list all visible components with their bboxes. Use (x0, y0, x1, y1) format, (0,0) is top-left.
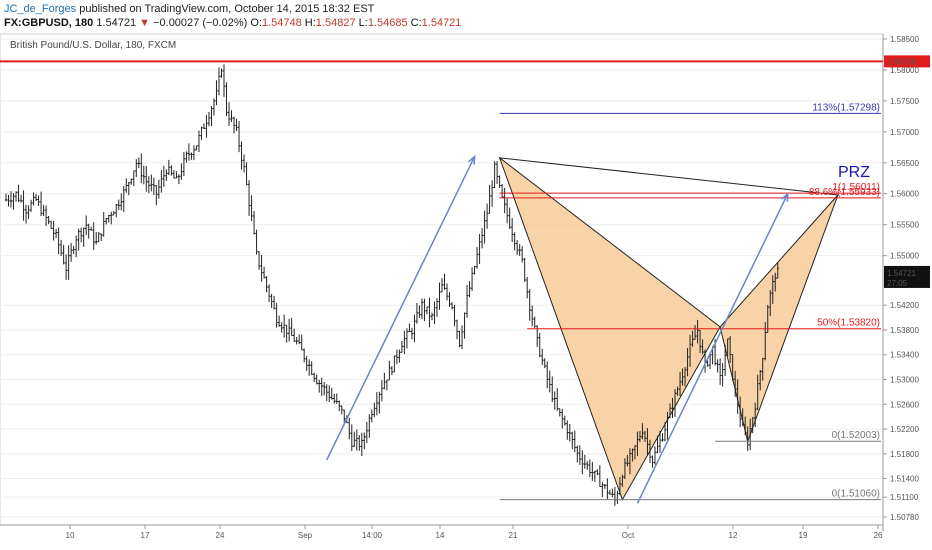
high-value: 1.54827 (315, 17, 356, 29)
y-tick-label: 1.57000 (890, 128, 919, 137)
fib-level-label: 50%(1.53820) (817, 318, 880, 329)
close-value: 1.54721 (421, 17, 462, 29)
fib-levels[interactable]: 113%(1.57298) 88.6%(1.55933)1(1.56011) 50%… (499, 102, 881, 501)
y-tick-label: 1.53800 (890, 326, 919, 335)
y-tick-label: 1.52200 (890, 425, 919, 434)
pattern-bcd-triangle (719, 194, 839, 444)
x-tick-label: Sep (298, 531, 313, 540)
y-tick-label: 1.55500 (890, 221, 919, 230)
publish-line: JC_de_Forges published on TradingView.co… (4, 3, 374, 15)
x-tick-label: 21 (509, 531, 518, 540)
fib-level-label: 88.6%(1.55933) (809, 187, 880, 198)
close-label: C: (410, 17, 422, 29)
y-tick-label: 1.57500 (890, 97, 919, 106)
change-arrow-icon: ▼ (139, 17, 151, 29)
y-tick-label: 1.56000 (890, 190, 919, 199)
price-chart[interactable]: 113%(1.57298) 88.6%(1.55933)1(1.56011) 50%… (0, 32, 932, 550)
prz-label: PRZ (838, 164, 870, 181)
x-tick-label: 19 (799, 531, 808, 540)
x-tick-label: 14:00 (362, 531, 383, 540)
y-tick-label: 1.50780 (890, 513, 919, 522)
x-tick-label: 14 (436, 531, 445, 540)
y-tick-label: 1.54200 (890, 301, 919, 310)
trend-arrows[interactable] (326, 154, 789, 504)
y-tick-label: 1.53400 (890, 351, 919, 360)
candlestick-series (4, 64, 779, 506)
trend-arrow-line (326, 156, 476, 461)
fib-level-label: 1(1.56011) (832, 182, 880, 193)
axes: 1.58500 1.58000 1.57500 1.57000 1.56500 1.560… (0, 34, 919, 540)
price-level-tag-label: 1.58138 (887, 57, 916, 66)
y-tick-label: 1.53000 (890, 375, 919, 384)
trend-arrow-head (468, 154, 476, 165)
x-tick-label: 10 (66, 531, 75, 540)
author-link[interactable]: JC_de_Forges (4, 3, 77, 15)
high-label: H: (304, 17, 316, 29)
y-tick-label: 1.51100 (890, 493, 919, 502)
last-price: 1.54721 (96, 17, 137, 29)
countdown-timer: 27:05 (887, 279, 908, 288)
pattern-xd-line (499, 157, 838, 196)
current-price-value: 1.54721 (887, 269, 916, 278)
ohlc-line: FX:GBPUSD, 180 1.54721 ▼ −0.00027 (−0.02… (4, 17, 461, 29)
y-tick-label: 1.51800 (890, 450, 919, 459)
y-tick-label: 1.51400 (890, 475, 919, 484)
x-tick-label: Oct (622, 531, 635, 540)
current-price-tag (884, 265, 930, 288)
x-tick-label: 24 (216, 531, 225, 540)
low-label: L: (358, 17, 368, 29)
symbol-title: British Pound/U.S. Dollar, 180, FXCM (10, 40, 176, 51)
chart-header: JC_de_Forges published on TradingView.co… (0, 0, 932, 32)
open-value: 1.54748 (261, 17, 302, 29)
change-value: −0.00027 (−0.02%) (153, 17, 248, 29)
y-tick-label: 1.58500 (890, 35, 919, 44)
fib-level-label: 0(1.51060) (832, 489, 880, 500)
price-level-tag (884, 55, 930, 68)
x-tick-label: 26 (874, 531, 883, 540)
open-label: O: (250, 17, 262, 29)
fib-level-label: 113%(1.57298) (812, 102, 880, 113)
low-value: 1.54685 (367, 17, 408, 29)
x-tick-label: 12 (729, 531, 738, 540)
trend-arrow-head (781, 192, 789, 202)
y-tick-label: 1.52600 (890, 400, 919, 409)
y-tick-label: 1.55000 (890, 252, 919, 261)
y-tick-label: 1.56500 (890, 159, 919, 168)
published-info: published on TradingView.com, October 14… (79, 3, 375, 15)
y-tick-label: 1.58000 (890, 66, 919, 75)
symbol-label: FX:GBPUSD, 180 (4, 17, 94, 29)
x-tick-label: 17 (141, 531, 150, 540)
trend-arrow-line (636, 193, 789, 504)
fib-level-label: 0(1.52003) (832, 430, 880, 441)
